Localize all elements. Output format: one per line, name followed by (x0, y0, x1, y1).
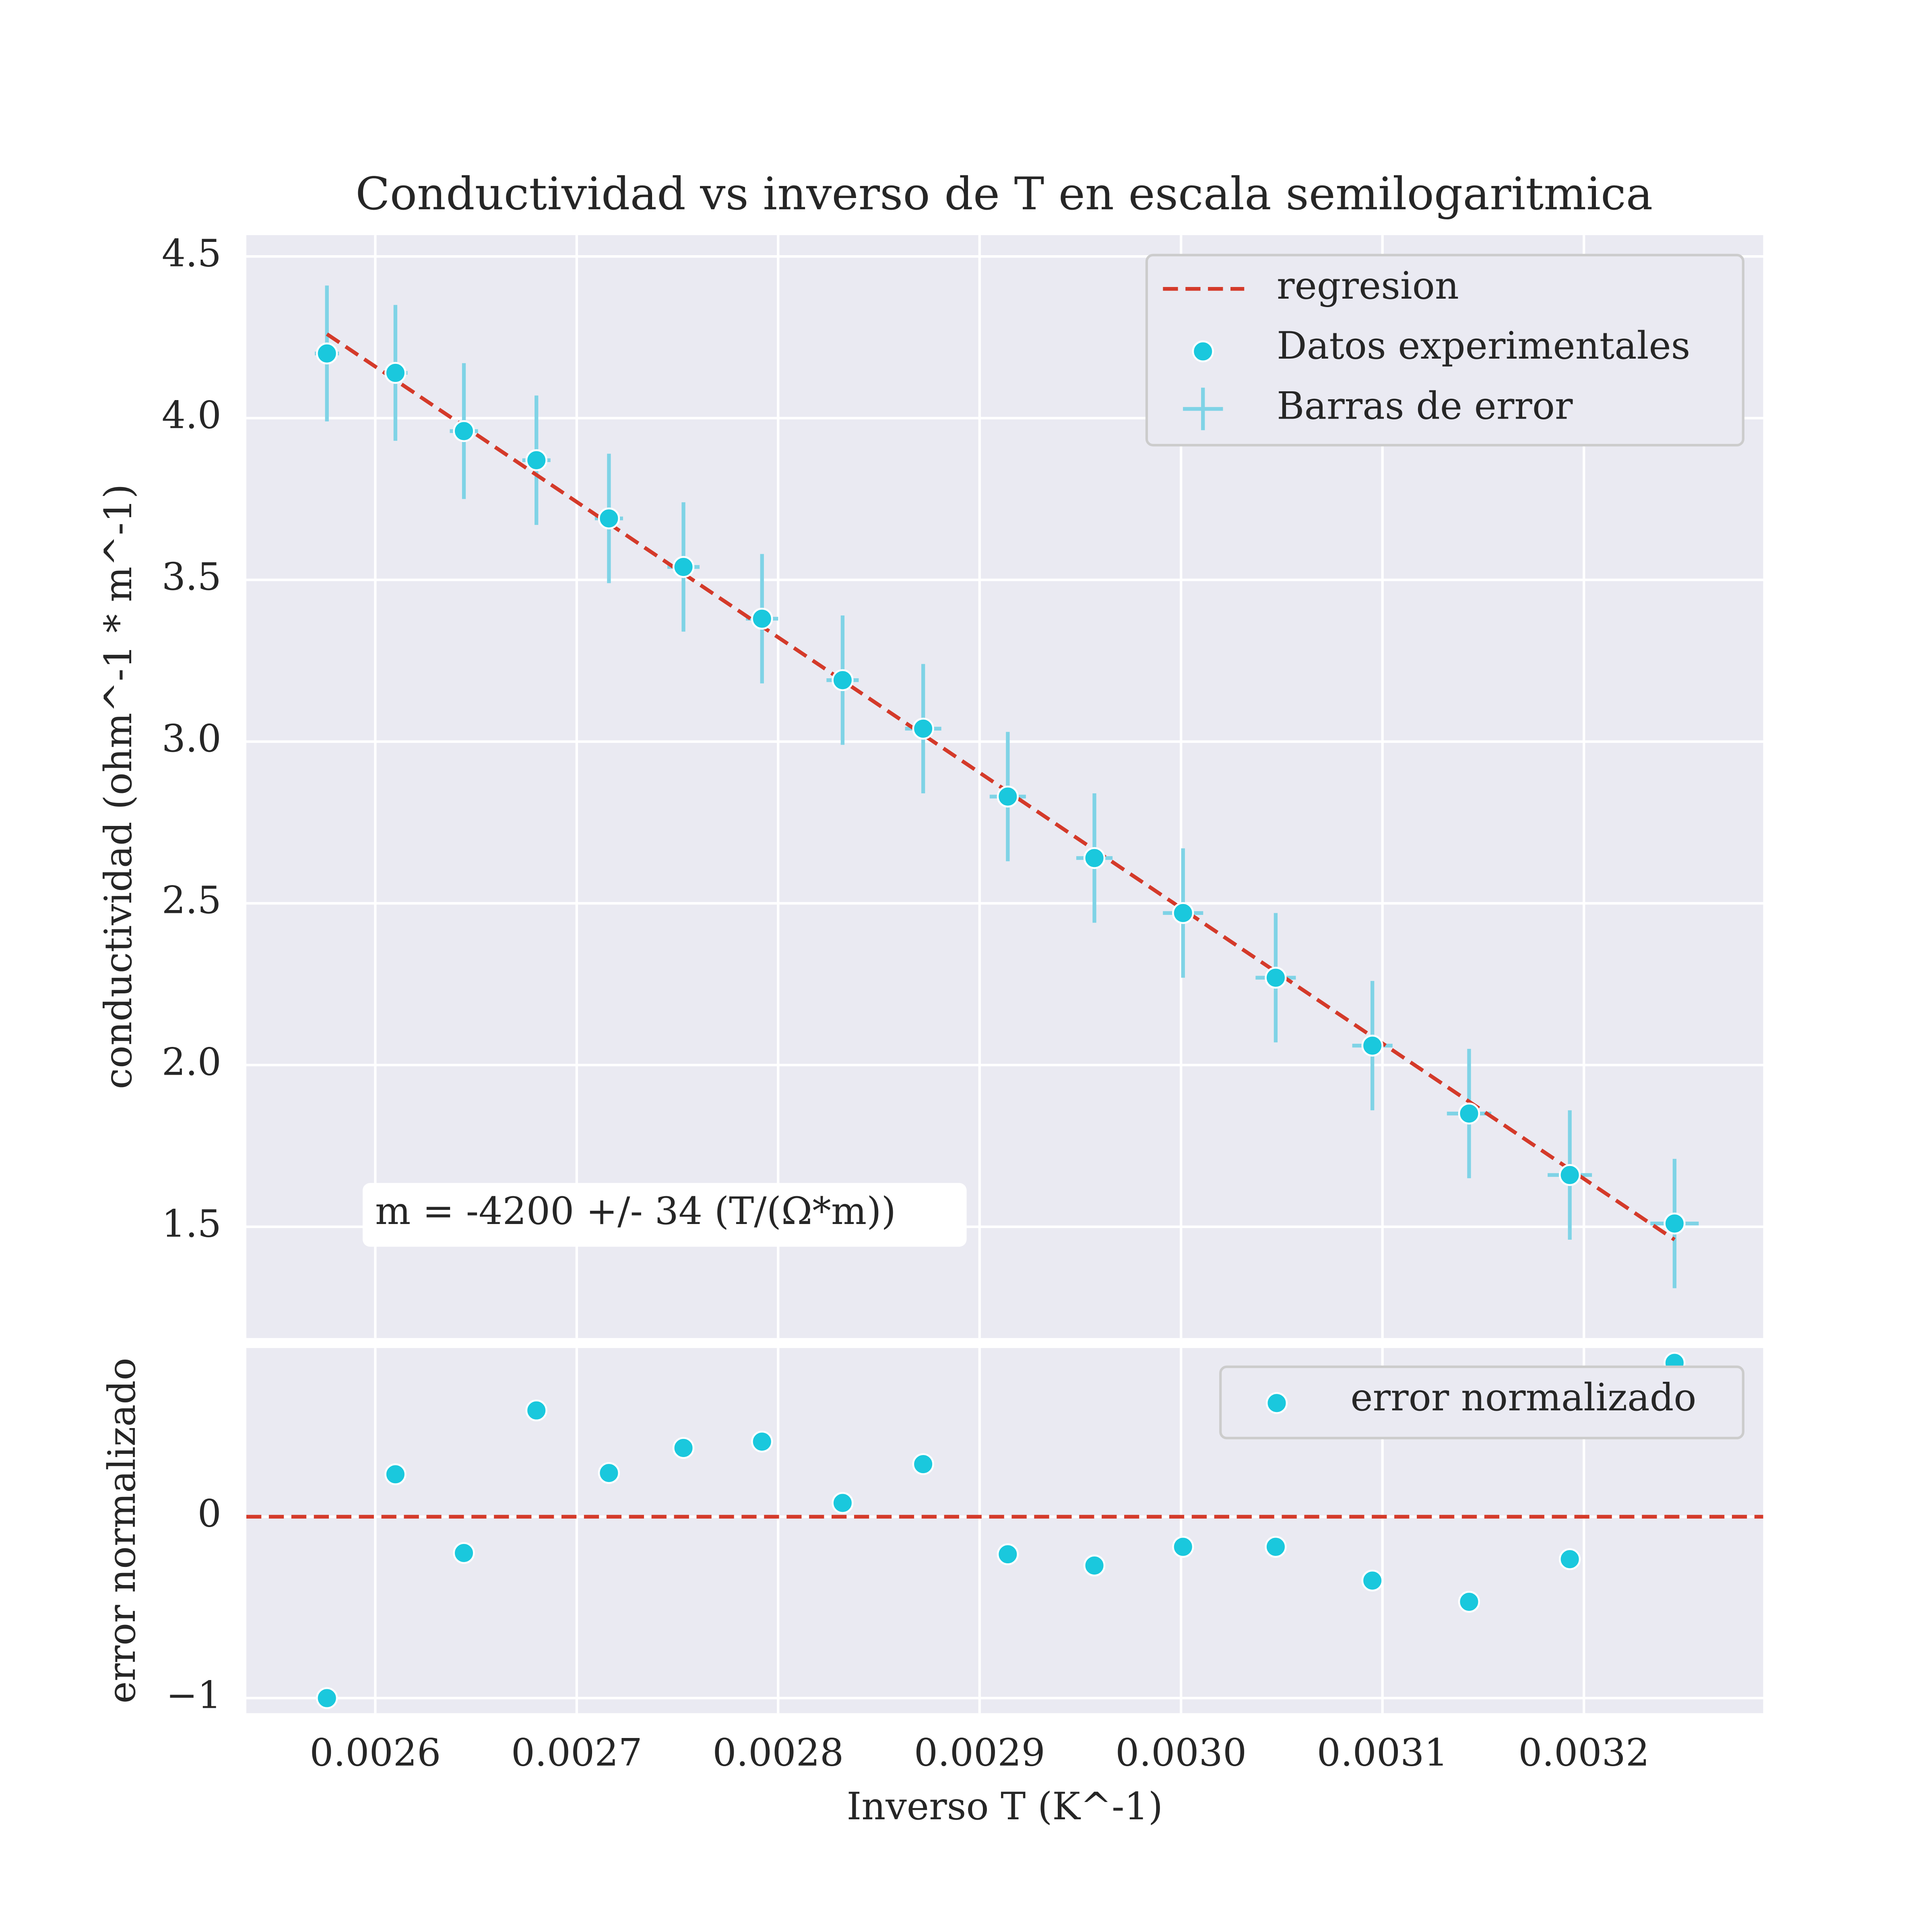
data-point (912, 1453, 934, 1475)
legend-symbol (1192, 340, 1214, 363)
data-point (525, 1399, 547, 1422)
data-point (751, 607, 773, 630)
y-axis-label: error normalizado (100, 1358, 144, 1703)
data-point (1664, 1212, 1686, 1234)
y-tick-label: 0 (198, 1492, 221, 1536)
x-tick-label: 0.0030 (1115, 1730, 1247, 1774)
data-point (1265, 1536, 1287, 1558)
data-point (997, 1543, 1019, 1565)
data-point (598, 507, 620, 530)
data-point (525, 449, 547, 471)
legend-symbol (1265, 1392, 1288, 1414)
y-tick-label: 4.5 (162, 231, 221, 275)
y-tick-label: 2.5 (162, 878, 221, 922)
y-tick-label: 4.0 (162, 393, 221, 437)
legend-label: error normalizado (1350, 1375, 1696, 1419)
x-axis-label: Inverso T (K^-1) (846, 1784, 1163, 1828)
data-point (1361, 1034, 1383, 1057)
data-point (997, 785, 1019, 808)
data-point (1265, 966, 1287, 989)
legend: regresion Datos experimentales Barras de e… (1145, 254, 1744, 447)
data-point (1083, 847, 1106, 869)
data-point (316, 1687, 338, 1709)
data-point (672, 1437, 695, 1459)
y-tick-label: 2.0 (162, 1040, 221, 1084)
y-tick-label: −1 (166, 1673, 221, 1717)
x-tick-label: 0.0028 (712, 1730, 844, 1774)
x-tick-label: 0.0029 (914, 1730, 1045, 1774)
regression-line (326, 332, 1676, 1241)
y-tick-label: 3.5 (162, 555, 221, 599)
data-point (1361, 1569, 1383, 1592)
data-point (1558, 1548, 1581, 1570)
data-point (912, 718, 934, 740)
data-point (832, 1492, 854, 1514)
data-point (316, 343, 338, 365)
legend-box (1145, 254, 1744, 447)
data-point (672, 556, 695, 578)
chart-title: Conductividad vs inverso de T en escala … (355, 168, 1653, 220)
data-point (1558, 1164, 1581, 1186)
x-tick-label: 0.0026 (310, 1730, 441, 1774)
y-tick-label: 1.5 (162, 1201, 221, 1245)
y-axis-label: conductividad (ohm^-1 * m^-1) (96, 484, 140, 1089)
x-tick-label: 0.0031 (1317, 1730, 1448, 1774)
data-point (453, 1542, 475, 1564)
data-point (1172, 902, 1194, 924)
data-point (453, 420, 475, 442)
annotation: m = -4200 +/- 34 (T/(Ω*m)) (375, 1189, 896, 1233)
x-tick-label: 0.0027 (511, 1730, 642, 1774)
legend-box (1219, 1365, 1744, 1439)
legend-label: Datos experimentales (1277, 324, 1690, 367)
data-point (1458, 1102, 1480, 1125)
data-point (1083, 1554, 1106, 1577)
data-point (1172, 1536, 1194, 1558)
data-point (384, 1463, 407, 1485)
annotation-box (362, 1183, 967, 1247)
x-tick-label: 0.0032 (1518, 1730, 1649, 1774)
legend: error normalizado (1219, 1365, 1744, 1439)
data-point (1458, 1591, 1480, 1613)
legend-label: Barras de error (1277, 384, 1573, 427)
data-point (751, 1430, 773, 1453)
y-tick-label: 3.0 (162, 716, 221, 760)
data-point (598, 1462, 620, 1484)
legend-label: regresion (1277, 264, 1459, 308)
data-point (832, 669, 854, 691)
data-point (384, 362, 407, 384)
